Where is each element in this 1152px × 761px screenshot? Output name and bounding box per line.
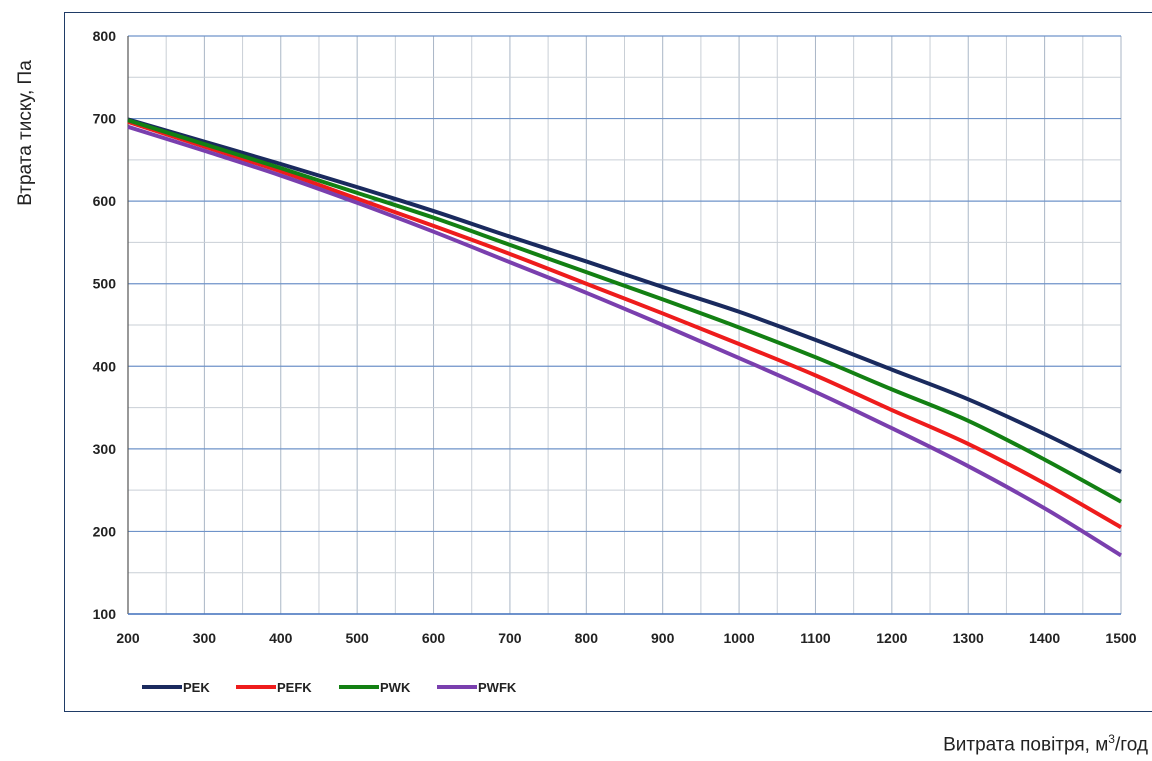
x-tick-label: 600 [422,630,446,646]
series-lines [127,117,1123,558]
y-tick-label: 800 [93,28,117,44]
x-tick-label: 1200 [876,630,907,646]
y-tick-label: 200 [93,523,117,539]
legend-label-pefk: PEFK [277,680,312,695]
x-tick-label: 1400 [1029,630,1060,646]
x-tick-label: 1000 [723,630,754,646]
x-tick-labels: 200 300 400 500 600 700 800 900 1000 1100 1200 1300… [116,630,1136,646]
x-axis-title-main: Витрата повітря, м [943,734,1109,756]
y-tick-label: 300 [93,441,117,457]
x-axis-title-tail: /год [1114,734,1148,756]
y-tick-labels: 100 200 300 400 500 600 700 800 [93,28,117,622]
x-tick-label: 900 [651,630,675,646]
x-tick-label: 200 [116,630,140,646]
y-tick-label: 500 [93,276,117,292]
series-line-pwk [127,118,1122,504]
x-tick-label: 500 [345,630,369,646]
y-tick-label: 400 [93,358,117,374]
legend: PEK PEFK PWK PWFK [142,680,517,695]
x-tick-label: 1500 [1105,630,1136,646]
x-tick-label: 800 [575,630,599,646]
x-tick-label: 400 [269,630,293,646]
series-line-pefk [127,119,1122,530]
x-tick-label: 700 [498,630,522,646]
legend-label-pwfk: PWFK [478,680,517,695]
legend-label-pwk: PWK [380,680,411,695]
chart-frame [64,12,1152,712]
x-tick-label: 300 [193,630,217,646]
x-tick-label: 1100 [800,630,831,646]
y-tick-label: 100 [93,606,117,622]
x-axis-title-sup: 3 [1108,732,1115,746]
y-tick-label: 600 [93,193,117,209]
x-tick-label: 1300 [953,630,984,646]
series-line-pek [127,117,1122,474]
grid-lines [127,35,1122,615]
series-line-pwfk [127,124,1123,558]
legend-label-pek: PEK [183,680,210,695]
x-axis-title: Витрата повітря, м3/год [943,732,1148,756]
y-tick-label: 700 [93,111,117,127]
y-axis-title: Втрата тиску, Па [15,60,36,206]
